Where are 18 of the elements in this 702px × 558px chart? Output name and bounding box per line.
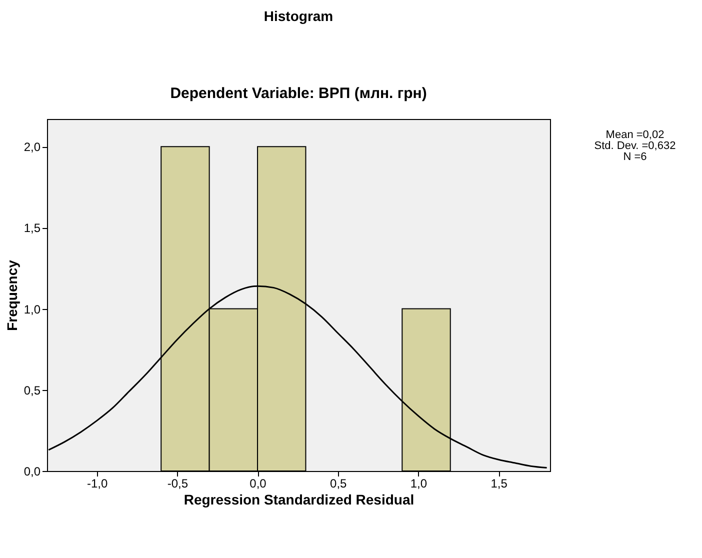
y-tick-label: 1,0 [24, 302, 41, 316]
chart-title: Histogram [264, 8, 334, 24]
x-tick-label: 0,5 [330, 476, 348, 490]
text: Mean =0,02 [606, 129, 664, 141]
x-tick-label: 0,0 [250, 476, 267, 490]
y-tick-label: 0,0 [24, 464, 41, 478]
x-axis-title: Regression Standardized Residual [184, 492, 414, 508]
y-tick-label: 0,5 [24, 383, 41, 398]
x-tick-label: -0,5 [167, 476, 188, 490]
y-axis-title: Frequency [4, 260, 20, 331]
text: Std. Dev. =0,632 [594, 140, 676, 152]
y-tick-label: 1,5 [24, 221, 41, 236]
x-tick-label: 1,0 [410, 476, 428, 490]
x-tick-label: -1,0 [86, 476, 108, 490]
x-tick-label: 1,5 [490, 476, 508, 490]
text: N =6 [623, 151, 647, 163]
y-tick-label: 2,0 [24, 140, 41, 154]
chart-subtitle: Dependent Variable: ВРП (млн. грн) [170, 85, 427, 102]
